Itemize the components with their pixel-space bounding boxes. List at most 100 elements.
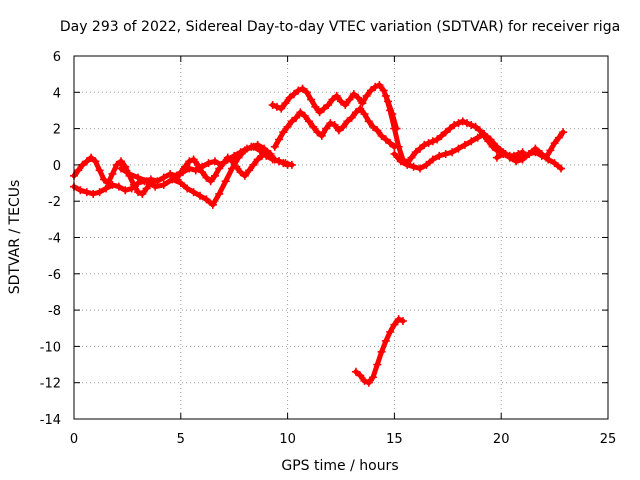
data-point-plus-icon	[313, 128, 322, 137]
data-point-plus-icon	[467, 137, 476, 146]
data-point-plus-icon	[236, 168, 245, 177]
data-point-plus-icon	[364, 117, 373, 126]
data-point-plus-icon	[319, 104, 328, 113]
data-point-plus-icon	[210, 157, 219, 166]
data-point-plus-icon	[394, 315, 403, 324]
data-point-plus-icon	[473, 133, 482, 142]
data-point-plus-icon	[176, 179, 185, 188]
y-tick-labels: -14 -12 -10 -8 -6 -4 -2 0 2 4 6	[40, 50, 61, 428]
data-point-plus-icon	[311, 102, 320, 111]
data-point-plus-icon	[134, 173, 143, 182]
data-point-plus-icon	[253, 155, 262, 164]
data-point-plus-icon	[409, 162, 418, 171]
data-point-plus-icon	[445, 124, 454, 133]
data-point-plus-icon	[257, 151, 266, 160]
data-point-plus-icon	[215, 189, 224, 198]
data-point-plus-icon	[422, 160, 431, 169]
data-point-plus-icon	[116, 164, 125, 173]
data-point-plus-icon	[463, 119, 472, 128]
data-point-plus-icon	[82, 157, 91, 166]
data-point-plus-icon	[416, 164, 425, 173]
data-point-plus-icon	[206, 177, 215, 186]
data-point-plus-icon	[420, 140, 429, 149]
data-point-plus-icon	[296, 108, 305, 117]
data-point-plus-icon	[151, 182, 160, 191]
y-tick-label: -10	[40, 340, 61, 355]
data-point-plus-icon	[91, 157, 100, 166]
data-point-plus-icon	[403, 160, 412, 169]
x-tick-label: 15	[386, 432, 403, 447]
data-point-plus-icon	[268, 101, 277, 110]
data-point-plus-icon	[349, 90, 358, 99]
data-point-plus-icon	[437, 131, 446, 140]
data-point-plus-icon	[134, 188, 143, 197]
data-point-plus-icon	[351, 108, 360, 117]
data-point-plus-icon	[315, 108, 324, 117]
data-point-plus-icon	[275, 157, 284, 166]
data-point-plus-icon	[234, 153, 243, 162]
data-point-plus-icon	[366, 86, 375, 95]
data-point-plus-icon	[285, 93, 294, 102]
data-point-plus-icon	[283, 122, 292, 131]
data-point-plus-icon	[183, 184, 192, 193]
data-point-plus-icon	[398, 316, 407, 325]
data-point-plus-icon	[116, 157, 125, 166]
data-point-plus-icon	[232, 162, 241, 171]
data-point-plus-icon	[386, 106, 395, 115]
data-point-plus-icon	[518, 153, 527, 162]
y-axis-label: SDTVAR / TECUs	[7, 180, 23, 295]
data-point-plus-icon	[277, 104, 286, 113]
data-point-plus-icon	[317, 131, 326, 140]
data-point-plus-icon	[185, 157, 194, 166]
data-point-plus-icon	[326, 119, 335, 128]
data-point-plus-icon	[304, 117, 313, 126]
data-point-plus-icon	[428, 155, 437, 164]
data-point-plus-icon	[448, 148, 457, 157]
data-point-plus-icon	[394, 142, 403, 151]
data-point-plus-icon	[279, 159, 288, 168]
data-point-plus-icon	[196, 191, 205, 200]
data-point-plus-icon	[298, 84, 307, 93]
data-point-plus-icon	[283, 160, 292, 169]
data-point-plus-icon	[219, 159, 228, 168]
series-track-5	[270, 104, 399, 151]
data-point-plus-icon	[290, 90, 299, 99]
data-point-plus-icon	[369, 122, 378, 131]
x-tick-label: 20	[493, 432, 510, 447]
data-point-plus-icon	[345, 95, 354, 104]
data-point-plus-icon	[428, 137, 437, 146]
data-point-plus-icon	[454, 144, 463, 153]
data-point-plus-icon	[324, 101, 333, 110]
data-point-plus-icon	[416, 144, 425, 153]
series-track-9	[492, 128, 568, 164]
data-point-plus-icon	[379, 86, 388, 95]
data-point-plus-icon	[441, 150, 450, 159]
data-point-plus-icon	[193, 160, 202, 169]
data-point-plus-icon	[360, 376, 369, 385]
chart-title: Day 293 of 2022, Sidereal Day-to-day VTE…	[60, 19, 620, 35]
data-point-plus-icon	[114, 182, 123, 191]
data-point-plus-icon	[99, 175, 108, 184]
data-point-plus-icon	[377, 347, 386, 356]
data-point-plus-icon	[275, 135, 284, 144]
data-point-plus-icon	[129, 180, 138, 189]
data-point-plus-icon	[330, 120, 339, 129]
data-point-plus-icon	[381, 135, 390, 144]
data-point-plus-icon	[294, 86, 303, 95]
data-point-plus-icon	[210, 171, 219, 180]
data-point-plus-icon	[166, 169, 175, 178]
y-tick-label: -12	[40, 377, 61, 392]
data-point-plus-icon	[82, 188, 91, 197]
data-point-plus-icon	[542, 153, 551, 162]
series-track-4	[172, 150, 292, 186]
data-point-plus-icon	[262, 150, 271, 159]
y-tick-label: -4	[48, 232, 61, 247]
data-point-plus-icon	[343, 117, 352, 126]
data-point-plus-icon	[390, 150, 399, 159]
y-tick-label: 6	[53, 50, 61, 65]
y-tick-label: 0	[53, 159, 61, 174]
data-point-plus-icon	[341, 101, 350, 110]
data-point-plus-icon	[228, 157, 237, 166]
x-tick-labels: 0 5 10 15 20 25	[70, 432, 616, 447]
